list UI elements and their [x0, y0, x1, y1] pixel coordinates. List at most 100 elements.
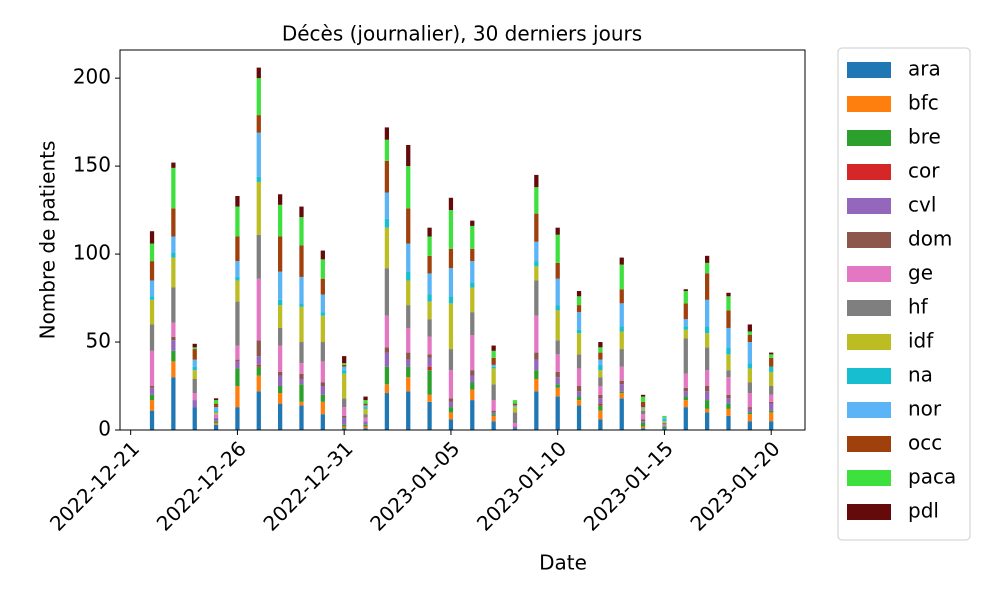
legend-swatch [847, 96, 891, 112]
bar-segment [747, 421, 752, 430]
bar-segment [171, 361, 176, 378]
bar-segment [726, 296, 731, 311]
bar-segment [427, 273, 432, 295]
bar-segment [534, 261, 539, 267]
legend-swatch [847, 62, 891, 78]
bar-segment [534, 280, 539, 316]
bar-segment [320, 312, 325, 316]
bar-segment [342, 407, 347, 416]
bar-segment [363, 414, 368, 418]
bar-segment [192, 393, 197, 401]
plot-frame [119, 49, 806, 431]
bar-segment [576, 305, 582, 313]
bar-segment [363, 407, 368, 409]
bar-segment [256, 67, 261, 79]
bar-segment [277, 345, 283, 372]
bar-segment [256, 366, 261, 376]
bar-segment [534, 213, 539, 242]
bar-segment [406, 359, 411, 367]
bar-segment [384, 347, 390, 353]
bar-segment [747, 368, 752, 383]
bar-segment [384, 218, 390, 228]
bar-segment [683, 400, 688, 408]
bar-segment [235, 359, 240, 362]
bar-segment [662, 422, 667, 425]
bar-segment [427, 255, 432, 274]
bar-segment [406, 352, 411, 360]
bar-segment [683, 291, 688, 304]
bar-segment [491, 412, 496, 415]
bar-segment [576, 296, 582, 306]
bar-segment [470, 375, 475, 383]
bar-segment [406, 271, 411, 281]
bar-segment [619, 349, 624, 367]
bar-segment [769, 386, 774, 395]
bar-segment [598, 405, 603, 411]
bar-segment [662, 419, 667, 422]
bar-segment [555, 262, 560, 279]
bar-segment [598, 377, 603, 387]
bar-segment [512, 428, 518, 430]
bar-segment [619, 257, 624, 265]
bar-segment [598, 410, 603, 420]
bar-segment [149, 261, 155, 281]
bar-segment [256, 115, 261, 133]
bar-segment [555, 387, 560, 397]
bar-segment [406, 208, 411, 244]
legend-swatch [847, 300, 891, 316]
bar-segment [576, 400, 582, 406]
bar-segment [555, 371, 560, 378]
bar-segment [363, 408, 368, 415]
bar-segment [363, 426, 368, 429]
bar-segment [705, 262, 710, 274]
legend-label: hf [908, 295, 929, 319]
bar-segment [705, 391, 710, 401]
bar-segment [598, 419, 603, 430]
bar-segment [149, 400, 155, 411]
legend-swatch [847, 198, 891, 214]
bar-segment [213, 421, 219, 423]
bar-segment [576, 368, 582, 387]
bar-segment [747, 393, 752, 408]
bar-segment [406, 280, 411, 306]
bar-segment [299, 342, 304, 364]
legend-label: nor [908, 397, 942, 421]
bar-segment [598, 342, 603, 348]
bar-segment [277, 403, 283, 430]
y-tick-label: 100 [73, 241, 111, 265]
bar-segment [149, 394, 155, 401]
bar-segment [342, 356, 347, 364]
bar-segment [534, 378, 539, 392]
bar-segment [640, 407, 646, 409]
bar-segment [619, 393, 624, 399]
bar-segment [277, 204, 283, 237]
bar-segment [213, 410, 219, 413]
bar-segment [640, 410, 646, 415]
legend-label: cvl [908, 193, 936, 217]
bar-segment [576, 391, 582, 397]
bar-segment [149, 243, 155, 262]
bar-segment [769, 354, 774, 358]
bar-segment [747, 414, 752, 422]
bar-segment [406, 145, 411, 167]
legend-swatch [847, 164, 891, 180]
bar-segment [747, 331, 752, 335]
bar-segment [662, 421, 667, 423]
bar-segment [534, 352, 539, 360]
bar-segment [470, 382, 475, 390]
bar-segment [384, 384, 390, 394]
bar-segment [683, 319, 688, 327]
bar-segment [619, 264, 624, 290]
bar-segment [619, 391, 624, 394]
bar-segment [555, 384, 560, 388]
bar-segment [619, 366, 624, 381]
bar-segment [256, 78, 261, 116]
bar-segment [512, 412, 518, 423]
bar-segment [256, 234, 261, 279]
bar-segment [448, 197, 454, 211]
legend-label: ara [908, 57, 941, 81]
bar-segment [320, 401, 325, 415]
bar-segment [299, 373, 304, 379]
bar-segment [384, 192, 390, 219]
